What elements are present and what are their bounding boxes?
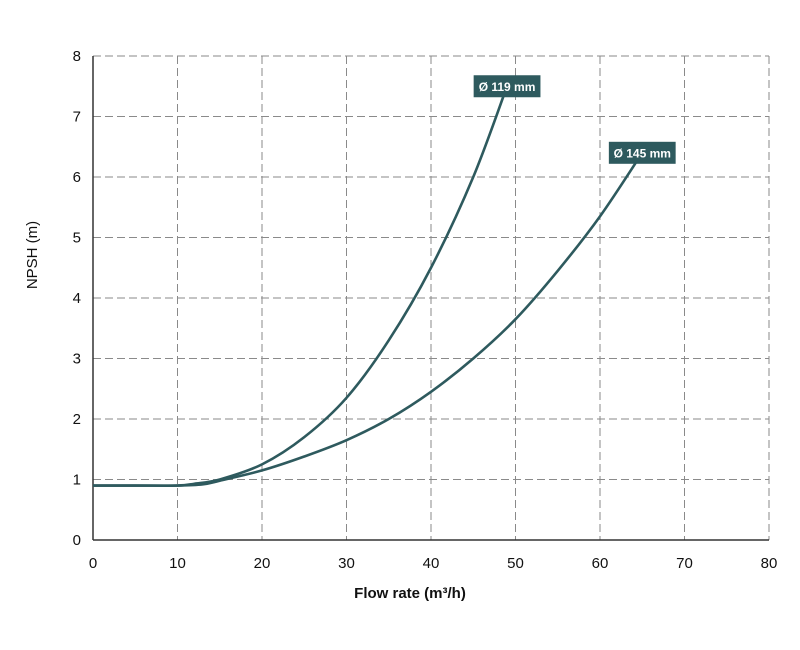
x-tick-label: 10 (169, 555, 186, 572)
series-label-text: Ø 145 mm (614, 146, 671, 160)
series-line-2 (93, 152, 644, 487)
x-tick-label: 70 (676, 555, 693, 572)
y-tick-label: 2 (73, 411, 81, 428)
y-tick-labels: 0 1 2 3 4 5 6 7 8 (73, 48, 81, 549)
y-tick-label: 1 (73, 472, 81, 489)
series-label-1: Ø 119 mm (473, 75, 541, 98)
y-tick-label: 4 (73, 290, 81, 307)
x-tick-label: 20 (254, 555, 271, 572)
x-tick-label: 80 (761, 555, 778, 572)
x-tick-label: 40 (423, 555, 440, 572)
series-labels: Ø 119 mm Ø 145 mm (473, 75, 676, 164)
series-label-box (608, 141, 676, 164)
y-tick-label: 0 (73, 532, 81, 549)
y-tick-label: 7 (73, 109, 81, 126)
grid (92, 55, 770, 541)
axes (92, 56, 769, 541)
series-line-1 (93, 85, 509, 487)
series-label-box (473, 75, 541, 98)
y-axis-title: NPSH (m) (24, 221, 41, 289)
x-tick-label: 0 (89, 555, 97, 572)
x-tick-labels: 0 10 20 30 40 50 60 70 80 (89, 555, 778, 572)
series-lines (93, 85, 644, 487)
series-label-2: Ø 145 mm (608, 141, 676, 164)
y-tick-label: 5 (73, 230, 81, 247)
x-axis-title: Flow rate (m³/h) (354, 585, 466, 602)
series-label-text: Ø 119 mm (479, 80, 536, 94)
x-tick-label: 60 (592, 555, 609, 572)
y-tick-label: 3 (73, 351, 81, 368)
x-tick-label: 30 (338, 555, 355, 572)
y-tick-label: 6 (73, 169, 81, 186)
y-tick-label: 8 (73, 48, 81, 65)
x-tick-label: 50 (507, 555, 524, 572)
